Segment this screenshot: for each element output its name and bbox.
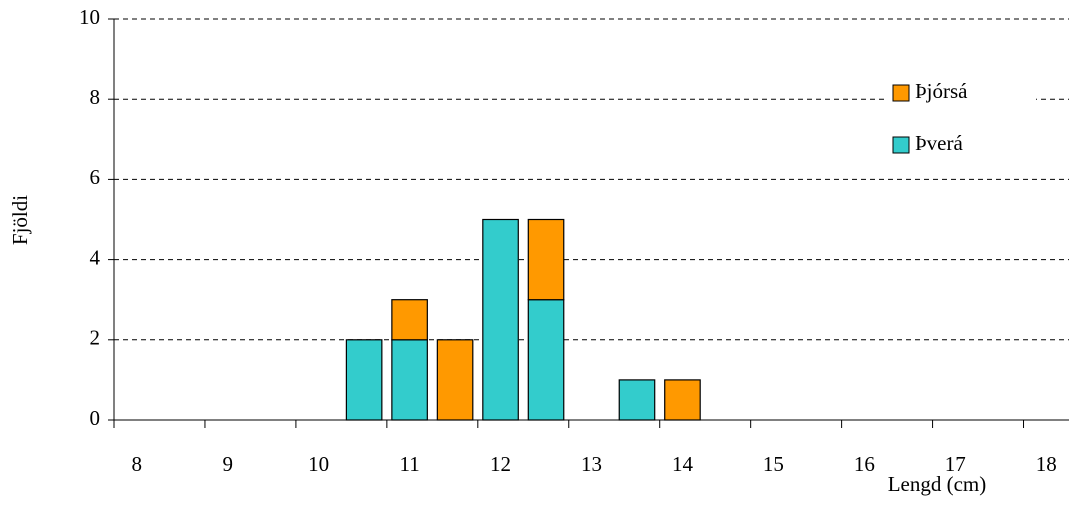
bar-segment — [391, 299, 428, 341]
legend-label: Þverá — [915, 131, 963, 155]
bar-segment — [436, 339, 474, 421]
x-tick-label: 14 — [672, 452, 694, 476]
x-axis-label: Lengd (cm) — [888, 472, 987, 496]
y-tick-label: 0 — [90, 406, 101, 430]
bar-segment — [345, 339, 383, 421]
bar-segment — [618, 379, 656, 421]
x-tick-label: 18 — [1036, 452, 1057, 476]
y-tick-label: 2 — [90, 326, 101, 350]
x-tick-label: 8 — [131, 452, 142, 476]
bar-segment — [527, 299, 565, 421]
legend-swatch — [892, 136, 910, 154]
x-tick-label: 17 — [945, 452, 966, 476]
y-tick-label: 10 — [79, 5, 100, 29]
x-tick-label: 10 — [308, 452, 329, 476]
legend-label: Þjórsá — [915, 79, 968, 103]
y-tick-label: 4 — [90, 245, 101, 269]
x-tick-label: 13 — [581, 452, 602, 476]
x-tick-label: 16 — [854, 452, 875, 476]
y-tick-label: 6 — [90, 165, 101, 189]
legend-swatch — [892, 84, 910, 102]
bar-segment — [664, 379, 701, 421]
y-tick-label: 8 — [90, 85, 101, 109]
x-tick-label: 11 — [399, 452, 419, 476]
x-tick-label: 9 — [222, 452, 233, 476]
x-tick-label: 12 — [490, 452, 511, 476]
y-axis-label: Fjöldi — [8, 195, 32, 245]
bar-segment — [391, 339, 428, 421]
bar-segment — [527, 218, 565, 301]
legend-box — [886, 70, 1036, 170]
bar-segment — [482, 218, 519, 421]
x-tick-label: 15 — [763, 452, 784, 476]
